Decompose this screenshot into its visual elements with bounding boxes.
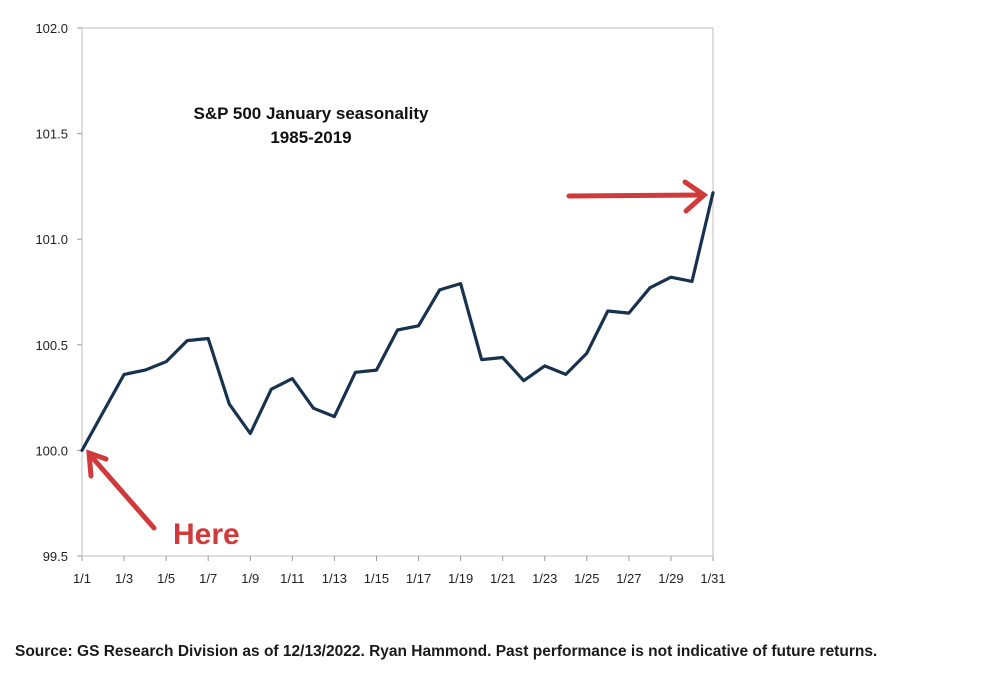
- series-line: [80, 191, 715, 452]
- y-tick-label: 100.5: [35, 338, 68, 353]
- x-tick-label: 1/11: [280, 571, 304, 586]
- y-tick-label: 101.0: [35, 232, 68, 247]
- x-tick-label: 1/25: [574, 571, 599, 586]
- x-tick-label: 1/17: [406, 571, 431, 586]
- start-arrow-shaft: [88, 453, 157, 531]
- x-tick-label: 1/27: [616, 571, 641, 586]
- x-tick-label: 1/1: [73, 571, 91, 586]
- x-tick-label: 1/7: [199, 571, 217, 586]
- end-arrow-annotation: [566, 179, 709, 214]
- y-tick-label: 99.5: [43, 549, 68, 564]
- x-tick-label: 1/31: [700, 571, 725, 586]
- source-footnote: Source: GS Research Division as of 12/13…: [15, 643, 878, 660]
- x-tick-label: 1/21: [490, 571, 515, 586]
- x-tick-label: 1/13: [322, 571, 347, 586]
- chart-title: S&P 500 January seasonality: [194, 104, 430, 123]
- x-tick-label: 1/19: [448, 571, 473, 586]
- x-tick-label: 1/23: [532, 571, 557, 586]
- series-layer: [80, 191, 715, 452]
- x-axis: 1/1 1/3 1/5 1/7 1/9 1/11 1/13 1/15 1/17 1/19 1/21 1…: [73, 556, 726, 586]
- y-tick-label: 100.0: [35, 443, 68, 458]
- x-tick-label: 1/9: [241, 571, 259, 586]
- end-arrow-head: [682, 179, 709, 214]
- x-tick-label: 1/15: [364, 571, 389, 586]
- plot-area-frame: [81, 27, 714, 557]
- x-tick-label: 1/3: [115, 571, 133, 586]
- y-tick-label: 101.5: [35, 127, 68, 142]
- x-tick-label: 1/5: [157, 571, 175, 586]
- x-tick-label: 1/29: [658, 571, 683, 586]
- start-arrow-head: [86, 449, 109, 479]
- here-label: Here: [173, 518, 240, 551]
- end-arrow-shaft: [566, 192, 705, 199]
- y-tick-label: 102.0: [35, 21, 68, 36]
- chart-subtitle: 1985-2019: [270, 128, 351, 147]
- y-axis: 99.5 100.0 100.5 101.0 101.5 102.0: [35, 21, 82, 564]
- start-arrow-annotation: [86, 449, 157, 531]
